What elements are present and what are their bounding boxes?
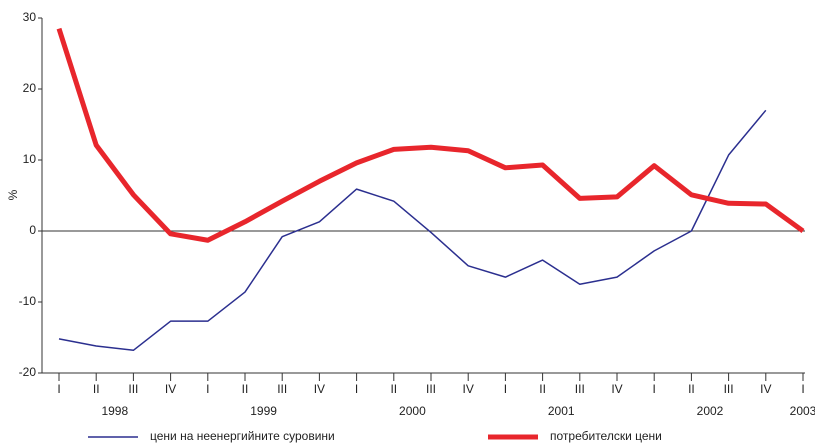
series-line <box>56 27 805 243</box>
x-tick-label: II <box>688 382 695 396</box>
x-tick-label: III <box>128 382 138 396</box>
series-line <box>58 109 767 352</box>
x-tick-label: III <box>277 382 287 396</box>
x-tick-label: II <box>242 382 249 396</box>
year-label: 2000 <box>399 404 426 418</box>
x-tick-label: III <box>724 382 734 396</box>
year-label: 1999 <box>250 404 277 418</box>
x-tick-label: IV <box>314 382 325 396</box>
y-axis-label: % <box>6 189 20 200</box>
year-label: 2002 <box>697 404 724 418</box>
y-tick-label: -20 <box>19 365 37 379</box>
year-label: 2003 <box>790 404 815 418</box>
x-tick-label: IV <box>165 382 176 396</box>
x-tick-label: I <box>206 382 209 396</box>
x-tick-label: IV <box>611 382 622 396</box>
x-tick-label: II <box>93 382 100 396</box>
x-tick-label: III <box>426 382 436 396</box>
x-tick-label: IV <box>760 382 771 396</box>
x-tick-label: IV <box>463 382 474 396</box>
x-tick-label: I <box>504 382 507 396</box>
x-tick-label: I <box>801 382 804 396</box>
y-tick-label: 0 <box>29 223 36 237</box>
x-tick-label: I <box>57 382 60 396</box>
y-tick-label: 30 <box>23 10 37 24</box>
legend-label: цени на неенергийните суровини <box>150 429 335 443</box>
y-tick-label: -10 <box>19 294 37 308</box>
x-tick-label: I <box>355 382 358 396</box>
y-tick-label: 10 <box>23 152 37 166</box>
x-tick-label: II <box>539 382 546 396</box>
year-label: 1998 <box>101 404 128 418</box>
x-tick-label: I <box>653 382 656 396</box>
x-tick-label: III <box>575 382 585 396</box>
x-tick-label: II <box>390 382 397 396</box>
legend-label: потребителски цени <box>550 429 662 443</box>
year-label: 2001 <box>548 404 575 418</box>
y-tick-label: 20 <box>23 81 37 95</box>
